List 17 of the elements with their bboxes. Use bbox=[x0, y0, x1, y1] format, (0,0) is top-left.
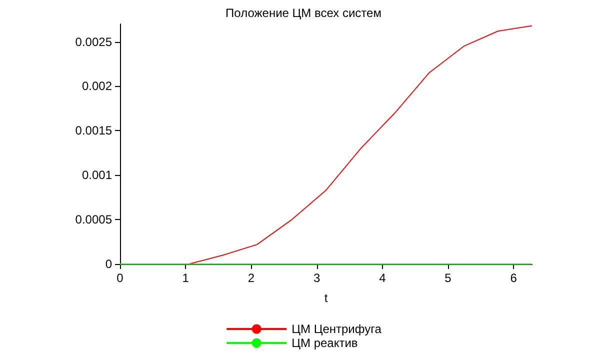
y-tick-label: 0.002 bbox=[82, 79, 112, 94]
x-axis-title: t bbox=[324, 291, 328, 305]
y-tick-label: 0 bbox=[105, 257, 112, 271]
x-tick-label: 0 bbox=[116, 271, 124, 285]
x-tick-label: 4 bbox=[379, 271, 386, 285]
legend-label: ЦМ реактив bbox=[292, 336, 358, 350]
y-tick-label: 0.0015 bbox=[75, 124, 112, 138]
x-tick-label: 1 bbox=[182, 271, 190, 285]
x-tick-label: 6 bbox=[510, 271, 518, 285]
x-tick-label: 5 bbox=[444, 271, 452, 285]
y-tick-label: 0.0005 bbox=[75, 212, 112, 227]
y-tick-label: 0.001 bbox=[82, 168, 112, 182]
chart-title: Положение ЦМ всех систем bbox=[226, 6, 382, 20]
x-tick-label: 3 bbox=[313, 271, 320, 285]
y-tick-label: 0.0025 bbox=[75, 34, 112, 49]
x-tick-label: 2 bbox=[248, 271, 255, 285]
legend-label: ЦМ Центрифуга bbox=[292, 322, 382, 336]
